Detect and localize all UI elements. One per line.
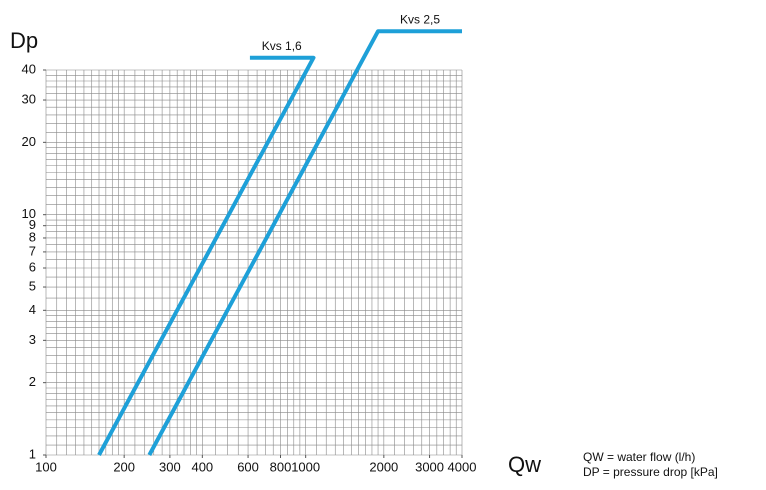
y-tick-label: 1 — [29, 446, 36, 461]
series-line — [147, 29, 462, 456]
x-axis-title: Qw — [508, 452, 541, 477]
x-tick-label: 800 — [270, 459, 292, 474]
y-tick-label: 2 — [29, 374, 36, 389]
x-tick-label: 600 — [237, 459, 259, 474]
x-tick-label: 1000 — [291, 459, 320, 474]
x-tick-label: 100 — [35, 459, 57, 474]
y-tick-label: 10 — [22, 206, 36, 221]
y-tick-label: 5 — [29, 278, 36, 293]
x-tick-label: 300 — [159, 459, 181, 474]
y-tick-label: 7 — [29, 243, 36, 258]
series-line — [97, 55, 316, 456]
y-tick-label: 40 — [22, 61, 36, 76]
x-tick-label: 3000 — [415, 459, 444, 474]
series-label: Kvs 2,5 — [400, 12, 440, 26]
x-tick-label: 2000 — [369, 459, 398, 474]
y-tick-label: 3 — [29, 332, 36, 347]
y-tick-label: 9 — [29, 217, 36, 232]
y-tick-label: 20 — [22, 134, 36, 149]
y-tick-label: 30 — [22, 91, 36, 106]
y-tick-label: 4 — [29, 302, 36, 317]
series-label: Kvs 1,6 — [262, 39, 302, 53]
y-tick-label: 8 — [29, 229, 36, 244]
y-axis-title: Dp — [10, 28, 38, 53]
note: QW = water flow (l/h) — [583, 450, 695, 464]
note: DP = pressure drop [kPa] — [583, 465, 718, 479]
x-tick-label: 200 — [113, 459, 135, 474]
x-tick-label: 4000 — [448, 459, 477, 474]
y-tick-label: 6 — [29, 259, 36, 274]
x-tick-label: 400 — [191, 459, 213, 474]
